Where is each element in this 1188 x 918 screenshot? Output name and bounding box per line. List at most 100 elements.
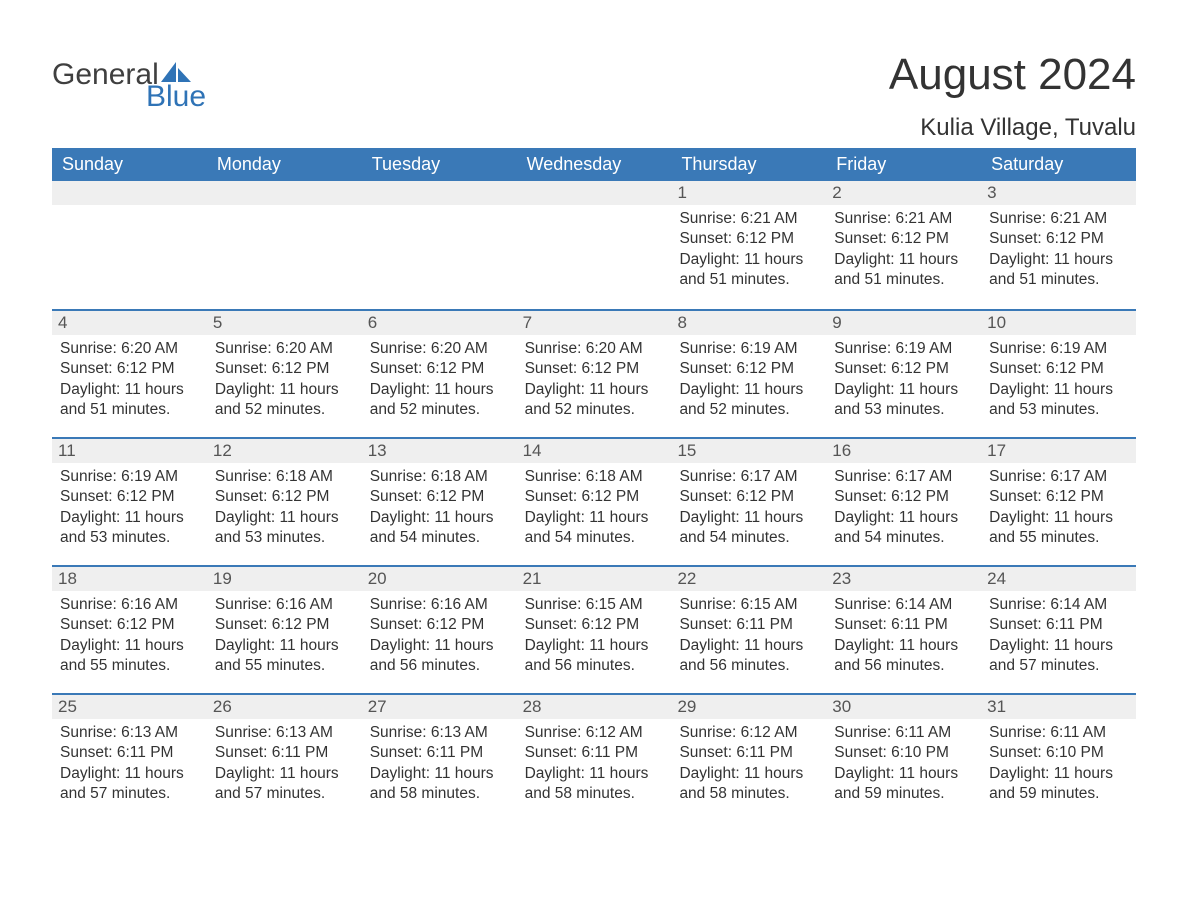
sunrise-line: Sunrise: 6:17 AM — [834, 467, 973, 487]
calendar-cell: 30Sunrise: 6:11 AMSunset: 6:10 PMDayligh… — [826, 693, 981, 821]
sunrise-prefix: Sunrise: — [679, 724, 740, 741]
calendar-cell: 12Sunrise: 6:18 AMSunset: 6:12 PMDayligh… — [207, 437, 362, 565]
week-row: 11Sunrise: 6:19 AMSunset: 6:12 PMDayligh… — [52, 437, 1136, 565]
daylight-line: Daylight: 11 hours and 55 minutes. — [215, 636, 354, 677]
daylight-line: Daylight: 11 hours and 56 minutes. — [679, 636, 818, 677]
sunset-prefix: Sunset: — [525, 744, 582, 761]
day-info: Sunrise: 6:19 AMSunset: 6:12 PMDaylight:… — [60, 467, 199, 549]
day-info: Sunrise: 6:14 AMSunset: 6:11 PMDaylight:… — [989, 595, 1128, 677]
day-info: Sunrise: 6:19 AMSunset: 6:12 PMDaylight:… — [679, 339, 818, 421]
sunrise-prefix: Sunrise: — [525, 724, 586, 741]
title-block: August 2024 Kulia Village, Tuvalu — [889, 50, 1136, 142]
calendar-cell: 22Sunrise: 6:15 AMSunset: 6:11 PMDayligh… — [671, 565, 826, 693]
date-bar: 26 — [207, 693, 362, 719]
sunrise-prefix: Sunrise: — [60, 340, 121, 357]
sunset-line: Sunset: 6:11 PM — [60, 743, 199, 763]
header: General Blue August 2024 Kulia Village, … — [52, 50, 1136, 142]
date-bar: 31 — [981, 693, 1136, 719]
calendar-cell: 21Sunrise: 6:15 AMSunset: 6:12 PMDayligh… — [517, 565, 672, 693]
sunset-value: 6:11 PM — [272, 744, 329, 761]
date-bar: 16 — [826, 437, 981, 463]
day-info: Sunrise: 6:11 AMSunset: 6:10 PMDaylight:… — [834, 723, 973, 805]
date-bar — [362, 181, 517, 205]
sunrise-prefix: Sunrise: — [525, 340, 586, 357]
sunrise-value: 6:12 AM — [741, 724, 798, 741]
sunset-value: 6:12 PM — [117, 360, 175, 377]
date-bar: 3 — [981, 181, 1136, 205]
sunrise-prefix: Sunrise: — [370, 468, 431, 485]
daylight-prefix: Daylight: — [370, 381, 435, 398]
sunset-prefix: Sunset: — [370, 744, 427, 761]
date-bar: 13 — [362, 437, 517, 463]
sunrise-line: Sunrise: 6:21 AM — [834, 209, 973, 229]
sunset-value: 6:12 PM — [581, 616, 639, 633]
day-info: Sunrise: 6:21 AMSunset: 6:12 PMDaylight:… — [679, 209, 818, 291]
day-info: Sunrise: 6:17 AMSunset: 6:12 PMDaylight:… — [989, 467, 1128, 549]
daylight-line: Daylight: 11 hours and 51 minutes. — [834, 250, 973, 291]
sunset-prefix: Sunset: — [370, 616, 427, 633]
daylight-prefix: Daylight: — [525, 509, 590, 526]
daylight-line: Daylight: 11 hours and 52 minutes. — [215, 380, 354, 421]
day-header: Friday — [826, 148, 981, 181]
calendar-cell: 14Sunrise: 6:18 AMSunset: 6:12 PMDayligh… — [517, 437, 672, 565]
sunrise-prefix: Sunrise: — [370, 724, 431, 741]
sunset-value: 6:11 PM — [117, 744, 174, 761]
day-info: Sunrise: 6:18 AMSunset: 6:12 PMDaylight:… — [370, 467, 509, 549]
sunrise-value: 6:13 AM — [431, 724, 488, 741]
calendar-cell: 26Sunrise: 6:13 AMSunset: 6:11 PMDayligh… — [207, 693, 362, 821]
sunrise-prefix: Sunrise: — [989, 724, 1050, 741]
sunset-value: 6:11 PM — [736, 744, 793, 761]
sunrise-prefix: Sunrise: — [60, 468, 121, 485]
calendar-cell — [52, 181, 207, 309]
calendar-cell: 25Sunrise: 6:13 AMSunset: 6:11 PMDayligh… — [52, 693, 207, 821]
sunset-prefix: Sunset: — [834, 616, 891, 633]
calendar-cell: 13 Sunrise: 6:18 AMSunset: 6:12 PMDayligh… — [362, 437, 517, 565]
sunset-value: 6:12 PM — [736, 230, 794, 247]
day-header: Thursday — [671, 148, 826, 181]
sunrise-value: 6:11 AM — [1050, 724, 1106, 741]
daylight-prefix: Daylight: — [525, 381, 590, 398]
sunset-value: 6:11 PM — [427, 744, 484, 761]
daylight-prefix: Daylight: — [834, 765, 899, 782]
sunset-line: Sunset: 6:11 PM — [525, 743, 664, 763]
daylight-prefix: Daylight: — [989, 509, 1054, 526]
sunset-prefix: Sunset: — [679, 360, 736, 377]
sunset-prefix: Sunset: — [834, 230, 891, 247]
sunset-prefix: Sunset: — [215, 488, 272, 505]
day-info: Sunrise: 6:16 AMSunset: 6:12 PMDaylight:… — [60, 595, 199, 677]
sunrise-prefix: Sunrise: — [60, 724, 121, 741]
calendar-cell: 8Sunrise: 6:19 AMSunset: 6:12 PMDaylight… — [671, 309, 826, 437]
daylight-line: Daylight: 11 hours and 57 minutes. — [215, 764, 354, 805]
daylight-line: Daylight: 11 hours and 59 minutes. — [834, 764, 973, 805]
sunrise-line: Sunrise: 6:20 AM — [525, 339, 664, 359]
date-bar: 17 — [981, 437, 1136, 463]
sunset-prefix: Sunset: — [834, 360, 891, 377]
sunset-line: Sunset: 6:11 PM — [679, 615, 818, 635]
sunrise-prefix: Sunrise: — [834, 210, 895, 227]
day-header: Saturday — [981, 148, 1136, 181]
daylight-line: Daylight: 11 hours and 55 minutes. — [989, 508, 1128, 549]
sunrise-value: 6:17 AM — [1050, 468, 1107, 485]
day-info: Sunrise: 6:21 AMSunset: 6:12 PMDaylight:… — [834, 209, 973, 291]
sunrise-line: Sunrise: 6:13 AM — [370, 723, 509, 743]
sunrise-value: 6:14 AM — [895, 596, 952, 613]
sunrise-prefix: Sunrise: — [679, 210, 740, 227]
sunset-line: Sunset: 6:12 PM — [370, 487, 509, 507]
sunrise-prefix: Sunrise: — [215, 340, 276, 357]
week-row: 4Sunrise: 6:20 AMSunset: 6:12 PMDaylight… — [52, 309, 1136, 437]
sunset-prefix: Sunset: — [60, 360, 117, 377]
sunrise-line: Sunrise: 6:19 AM — [679, 339, 818, 359]
sunrise-prefix: Sunrise: — [834, 724, 895, 741]
daylight-line: Daylight: 11 hours and 53 minutes. — [60, 508, 199, 549]
daylight-line: Daylight: 11 hours and 51 minutes. — [679, 250, 818, 291]
date-bar: 10 — [981, 309, 1136, 335]
sunrise-line: Sunrise: 6:16 AM — [215, 595, 354, 615]
calendar-cell: 17 Sunrise: 6:17 AMSunset: 6:12 PMDayligh… — [981, 437, 1136, 565]
sunrise-value: 6:20 AM — [276, 340, 333, 357]
logo-word1: General — [52, 60, 159, 90]
day-info: Sunrise: 6:15 AMSunset: 6:11 PMDaylight:… — [679, 595, 818, 677]
date-bar: 12 — [207, 437, 362, 463]
daylight-prefix: Daylight: — [989, 765, 1054, 782]
date-bar: 7 — [517, 309, 672, 335]
date-bar — [207, 181, 362, 205]
